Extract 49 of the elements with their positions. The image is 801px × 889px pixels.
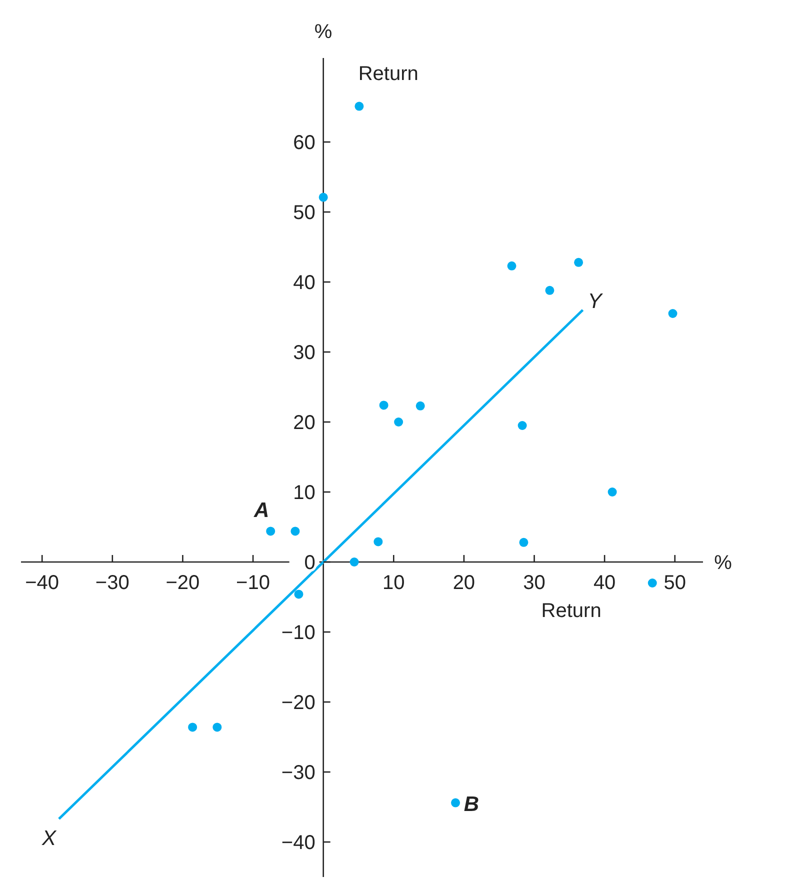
annotation: Return <box>541 600 602 622</box>
point <box>266 526 276 536</box>
point <box>350 558 359 566</box>
y-tick-label: 10 <box>293 482 316 504</box>
y-tick-label: −10 <box>281 622 316 644</box>
x-tick-label: −30 <box>95 572 130 594</box>
point <box>648 578 657 588</box>
y-tick-label: 0 <box>304 552 316 574</box>
point <box>374 537 383 546</box>
point <box>668 309 678 318</box>
point <box>416 401 425 410</box>
x-tick-label: 20 <box>452 572 476 594</box>
annotation: Return <box>358 63 418 85</box>
point <box>188 722 198 732</box>
annotation: X <box>40 826 57 850</box>
x-tick-label: −20 <box>166 572 200 594</box>
y-tick-label: −30 <box>281 762 316 784</box>
y-tick-label: 50 <box>293 202 316 224</box>
x-tick-label: 50 <box>664 572 686 594</box>
y-tick-label: 30 <box>293 342 316 364</box>
point <box>608 488 617 496</box>
point <box>379 400 388 410</box>
point <box>318 192 328 202</box>
y-tick-label: 60 <box>293 132 316 154</box>
point <box>294 590 304 599</box>
point <box>545 286 554 295</box>
annotation: A <box>253 499 270 522</box>
y-axis-title: % <box>314 21 332 43</box>
point <box>574 258 584 267</box>
point <box>354 102 364 111</box>
point <box>290 526 300 536</box>
y-tick-label: 40 <box>293 272 316 294</box>
point <box>507 261 516 270</box>
point <box>212 722 222 732</box>
x-tick-label: −10 <box>236 572 270 594</box>
annotation: B <box>464 792 480 816</box>
point <box>518 421 527 430</box>
y-tick-label: −40 <box>281 832 316 854</box>
x-tick-label: 10 <box>382 572 405 594</box>
point <box>451 798 460 808</box>
annotation: Y <box>588 290 604 313</box>
x-tick-label: −40 <box>25 572 60 594</box>
x-axis-title: % <box>714 552 732 574</box>
y-tick-label: −20 <box>281 692 316 714</box>
y-tick-label: 20 <box>293 412 316 434</box>
x-tick-label: 30 <box>523 572 546 594</box>
x-tick-label: 40 <box>593 572 616 594</box>
point <box>519 538 528 547</box>
point <box>394 418 404 426</box>
